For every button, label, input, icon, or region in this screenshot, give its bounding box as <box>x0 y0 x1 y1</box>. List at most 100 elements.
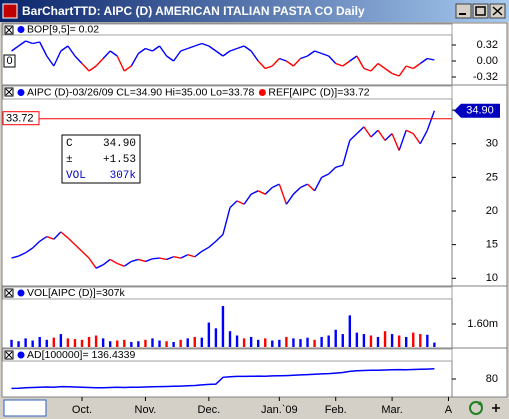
volume-bar <box>376 336 380 347</box>
y-tick-label: 30 <box>486 138 498 150</box>
volume-bar <box>24 338 27 347</box>
volume-bar <box>165 341 168 347</box>
line-segment <box>39 235 48 242</box>
line-segment <box>321 173 329 178</box>
info-value: +1.53 <box>103 154 136 166</box>
line-segment <box>11 255 19 259</box>
minimize-button[interactable] <box>455 3 472 19</box>
panel-header <box>2 348 453 362</box>
line-segment <box>166 55 175 62</box>
legend-dot <box>17 89 25 96</box>
line-segment <box>236 200 245 205</box>
line-segment <box>137 47 146 55</box>
symbol-input[interactable] <box>3 399 47 417</box>
line-segment <box>222 207 231 235</box>
line-segment <box>363 67 372 72</box>
line-segment <box>405 65 414 70</box>
line-segment <box>250 190 259 195</box>
panel-close-glyph <box>5 26 13 34</box>
volume-bar <box>144 339 147 347</box>
x-tick-label: A <box>445 404 453 416</box>
x-tick-label: Dec. <box>198 404 221 416</box>
line-segment <box>300 55 308 60</box>
volume-bar <box>306 337 309 347</box>
line-segment <box>194 250 203 258</box>
volume-bar <box>271 340 274 347</box>
line-segment <box>265 65 273 70</box>
volume-bar <box>433 342 436 347</box>
volume-bar <box>278 339 281 347</box>
reference-label: 33.72 <box>6 113 34 125</box>
line-segment <box>152 45 160 52</box>
line-segment <box>419 57 428 65</box>
refresh-button[interactable] <box>469 401 483 415</box>
line-segment <box>109 50 118 57</box>
volume-bar <box>228 331 232 347</box>
line-segment <box>145 47 153 52</box>
line-segment <box>370 63 379 72</box>
info-value: 307k <box>110 170 137 182</box>
volume-bar <box>214 328 218 347</box>
line-segment <box>39 41 48 57</box>
line-segment <box>292 186 301 195</box>
line-segment <box>46 55 55 67</box>
line-segment <box>328 55 337 64</box>
volume-bar <box>390 334 394 347</box>
line-segment <box>46 235 55 240</box>
maximize-glyph <box>475 6 486 16</box>
panel-header <box>2 286 453 300</box>
line-segment <box>243 193 252 205</box>
panel-title: AD[100000]= 136.4339 <box>27 349 135 361</box>
info-key: C <box>66 138 73 150</box>
line-segment <box>335 164 343 168</box>
baseline-box <box>3 54 16 68</box>
line-segment <box>32 240 41 249</box>
line-segment <box>123 260 132 267</box>
x-tick-label: Jan.`09 <box>261 404 298 416</box>
line-segment <box>412 62 421 70</box>
line-segment <box>130 53 139 67</box>
volume-bar <box>419 334 422 347</box>
volume-bar <box>412 332 415 347</box>
line-segment <box>53 231 62 240</box>
volume-bar <box>256 339 260 347</box>
line-segment <box>180 254 189 259</box>
line-segment <box>391 72 400 77</box>
add-button[interactable] <box>492 404 500 412</box>
volume-bar <box>264 338 267 347</box>
line-segment <box>215 234 224 242</box>
line-segment <box>60 231 69 239</box>
volume-bar <box>80 339 84 347</box>
line-segment <box>426 110 436 131</box>
y-tick-label: 25 <box>486 171 498 183</box>
panel-title: AIPC (D)-03/26/09 CL=34.90 Hi=35.00 Lo=3… <box>27 86 255 98</box>
volume-bar <box>123 339 126 347</box>
line-segment <box>384 133 393 141</box>
line-segment <box>208 45 217 52</box>
volume-bar <box>158 340 161 347</box>
line-segment <box>349 55 358 62</box>
line-segment <box>95 264 104 269</box>
volume-bar <box>52 337 56 347</box>
line-segment <box>285 193 295 205</box>
line-segment <box>229 200 238 209</box>
volume-bar <box>348 315 352 347</box>
line-segment <box>67 45 76 57</box>
line-segment <box>60 45 69 52</box>
volume-bar <box>130 341 133 347</box>
info-key: ± <box>66 154 73 166</box>
volume-bar <box>292 338 295 347</box>
volume-bar <box>327 335 330 347</box>
line-segment <box>307 183 316 192</box>
volume-bar <box>242 338 246 347</box>
line-segment <box>391 133 400 151</box>
panel-close-glyph <box>5 351 13 359</box>
line-segment <box>116 55 125 72</box>
panel-close-glyph <box>5 88 13 96</box>
line-segment <box>81 63 90 72</box>
volume-bar <box>179 339 182 347</box>
volume-bar <box>200 337 204 347</box>
legend-dot <box>17 289 25 297</box>
info-key: VOL <box>66 170 86 182</box>
